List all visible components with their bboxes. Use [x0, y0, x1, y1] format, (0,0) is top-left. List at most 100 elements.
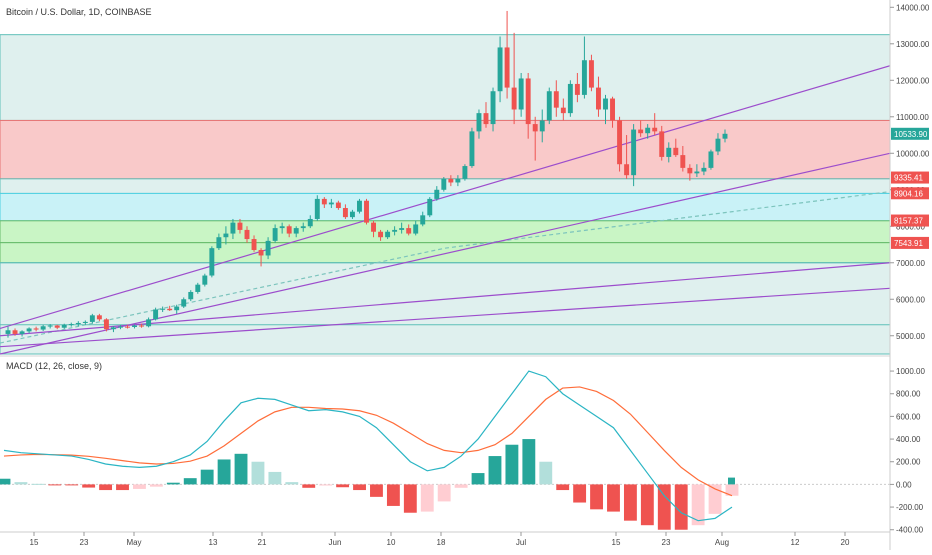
candle-body [455, 178, 461, 183]
candle [349, 209, 355, 219]
candle-body [617, 120, 623, 165]
candle [392, 226, 398, 236]
candle [54, 324, 60, 330]
price-tick-label: 6000.00 [896, 295, 925, 304]
candle [645, 124, 651, 139]
candle [666, 142, 672, 163]
candle [511, 32, 517, 125]
candle-body [546, 91, 552, 121]
candle [110, 326, 116, 333]
candle-body [441, 178, 447, 190]
candle-body [293, 228, 299, 234]
candle [476, 109, 482, 139]
macd-histogram-bar [505, 444, 519, 485]
macd-histogram-bar [0, 478, 11, 485]
price-zone-4 [0, 220, 891, 244]
macd-tick-label: -200.00 [896, 503, 924, 512]
macd-histogram-bar [268, 471, 282, 485]
candle-body [321, 198, 327, 205]
candle-body [258, 249, 264, 256]
candle [701, 162, 707, 176]
candle-body [631, 129, 637, 176]
candle [47, 324, 53, 329]
candle-body [448, 178, 454, 183]
candle [406, 224, 412, 236]
time-tick-label: Aug [715, 538, 729, 547]
candle-body [5, 330, 11, 334]
candle [617, 116, 623, 172]
candle [680, 145, 686, 172]
macd-histogram-bar [48, 484, 62, 486]
candle-body [427, 198, 433, 216]
candle-body [497, 47, 503, 92]
candle [146, 317, 152, 328]
macd-histogram-bar [454, 484, 468, 488]
macd-histogram-bar [370, 484, 383, 497]
candle [188, 290, 194, 302]
candle [518, 72, 524, 117]
macd-tick-label: 1000.00 [896, 367, 925, 376]
candle-body [279, 226, 285, 229]
candle [286, 224, 292, 238]
candle-body [553, 91, 559, 108]
macd-histogram-bar [640, 484, 654, 526]
time-tick-label: 10 [387, 538, 396, 547]
candle-body [476, 113, 482, 132]
time-tick-label: 21 [258, 538, 267, 547]
candle-body [12, 330, 18, 334]
candle-body [230, 222, 236, 234]
candle [40, 324, 46, 332]
candle [33, 326, 39, 332]
price-tick-label: 5000.00 [896, 332, 925, 341]
price-tag-bg [891, 187, 929, 200]
candle [132, 324, 137, 329]
candle-body [392, 229, 398, 232]
candle [265, 237, 271, 260]
candle-body [539, 120, 545, 132]
time-tick-label: 18 [437, 538, 446, 547]
candle-body [223, 233, 229, 238]
price-zone-0 [0, 34, 891, 121]
candle [687, 164, 693, 181]
candle-body [237, 222, 243, 230]
candle [96, 313, 102, 322]
macd-histogram-bar [183, 478, 197, 485]
candle-body [483, 113, 489, 125]
candle-body [103, 319, 109, 330]
macd-histogram-bar [623, 484, 637, 521]
candle-body [286, 226, 292, 234]
candle-body [349, 211, 355, 218]
candle [75, 321, 81, 327]
candle-body [624, 164, 630, 176]
macd-signal-line [3, 386, 733, 497]
candle-body [371, 222, 376, 232]
candle-body [26, 328, 32, 332]
candle-body [132, 325, 137, 327]
candle-body [96, 315, 102, 320]
candle-body [89, 315, 95, 322]
candle-body [216, 237, 222, 249]
price-zone-1 [0, 119, 891, 180]
candle [399, 222, 405, 234]
candle [139, 323, 145, 328]
candle [659, 125, 665, 161]
candle-body [33, 328, 39, 330]
candle [342, 204, 348, 219]
candle [321, 197, 327, 209]
candle [103, 318, 109, 332]
candle-body [652, 127, 658, 132]
candle [448, 175, 454, 187]
candle-body [160, 308, 166, 310]
candle [385, 229, 391, 240]
price-tag: 8157.37 [891, 214, 929, 227]
candle [673, 138, 679, 157]
candle-body [68, 324, 74, 326]
candle [335, 200, 341, 210]
trend-line-4 [0, 287, 891, 348]
macd-tick-label: 0.00 [896, 480, 912, 489]
macd-histogram-bar [133, 484, 146, 489]
candle [490, 87, 496, 132]
